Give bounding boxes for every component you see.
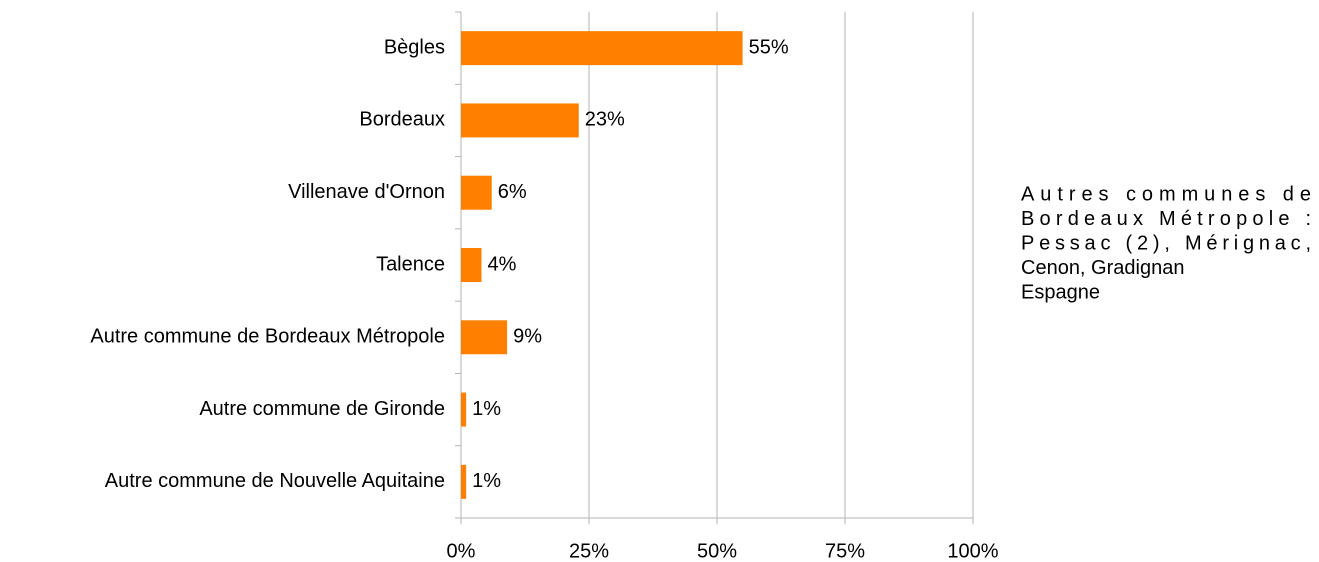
annotation-line: Pessac (2), Mérignac, bbox=[1021, 232, 1311, 254]
y-tick-label: Autre commune de Bordeaux Métropole bbox=[90, 326, 445, 348]
bar bbox=[461, 103, 579, 138]
bar bbox=[461, 392, 467, 427]
value-label: 6% bbox=[498, 181, 527, 203]
annotation-line: Espagne bbox=[1021, 281, 1100, 303]
value-label: 1% bbox=[472, 398, 501, 420]
value-label: 9% bbox=[513, 326, 542, 348]
y-tick-label: Autre commune de Gironde bbox=[199, 398, 445, 420]
value-label: 4% bbox=[487, 253, 516, 275]
y-tick-label: Bègles bbox=[384, 36, 445, 58]
annotation-line: Bordeaux Métropole : bbox=[1021, 208, 1311, 230]
bar bbox=[461, 320, 508, 355]
value-label: 23% bbox=[585, 109, 625, 131]
y-tick-label: Bordeaux bbox=[359, 109, 445, 131]
x-tick-label: 75% bbox=[825, 540, 865, 562]
bar bbox=[461, 175, 492, 210]
bar bbox=[461, 464, 467, 499]
x-tick-label: 25% bbox=[569, 540, 609, 562]
bar bbox=[461, 248, 482, 282]
y-tick-label: Villenave d'Ornon bbox=[288, 181, 445, 203]
y-tick-label: Talence bbox=[376, 253, 445, 275]
bar bbox=[461, 31, 743, 66]
x-tick-label: 0% bbox=[447, 540, 476, 562]
x-tick-label: 100% bbox=[947, 540, 998, 562]
x-tick-label: 50% bbox=[697, 540, 737, 562]
y-tick-label: Autre commune de Nouvelle Aquitaine bbox=[105, 470, 445, 492]
annotation-line: Autres communes de bbox=[1021, 183, 1311, 205]
value-label: 55% bbox=[749, 36, 789, 58]
annotation-line: Cenon, Gradignan bbox=[1021, 257, 1184, 279]
value-label: 1% bbox=[472, 470, 501, 492]
